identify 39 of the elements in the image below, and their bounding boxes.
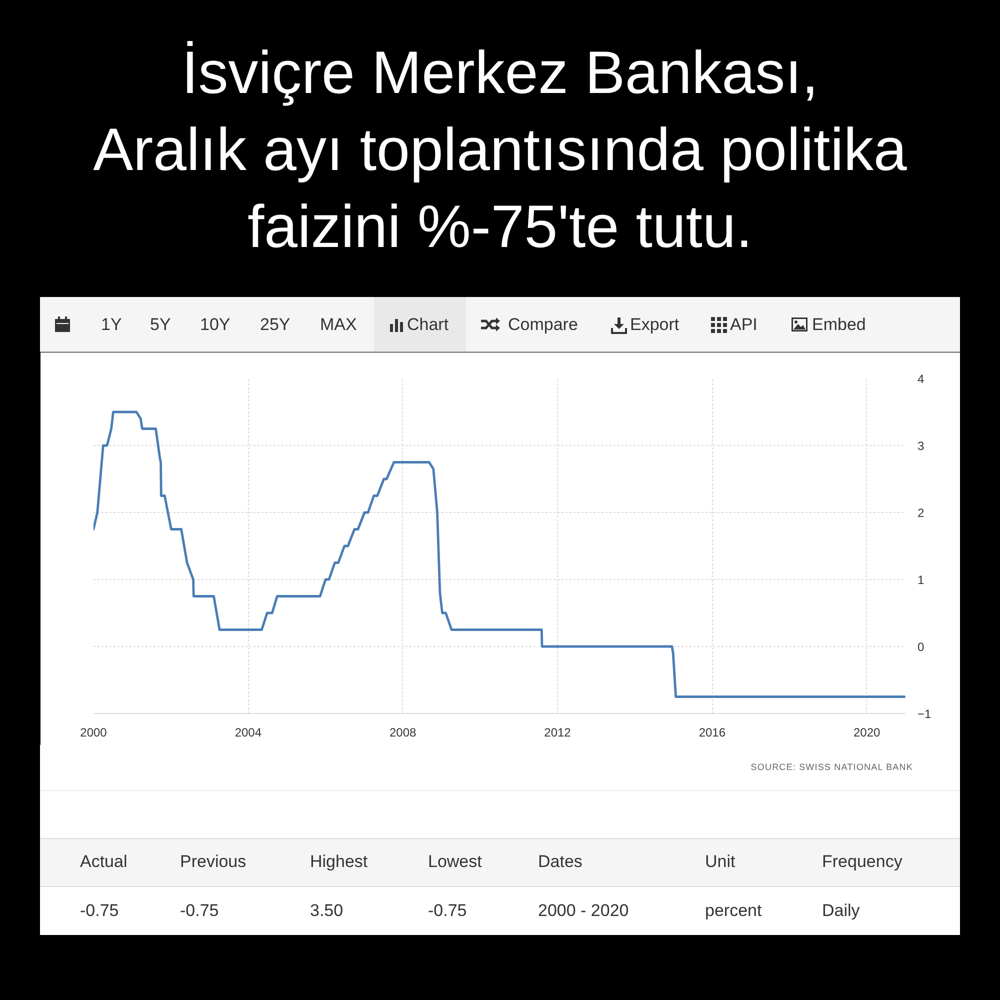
- text: Daily: [822, 900, 860, 922]
- text: -0.75: [428, 900, 467, 922]
- x-tick-label: 2008: [389, 726, 417, 740]
- text: Dates: [538, 851, 582, 873]
- text: 25Y: [260, 314, 290, 336]
- y-tick-label: −1: [918, 707, 932, 721]
- text: Chart: [407, 314, 449, 336]
- text: API: [730, 314, 758, 336]
- y-tick-label: 2: [918, 506, 924, 520]
- y-tick-label: 4: [918, 372, 924, 386]
- x-tick-label: 2000: [80, 726, 108, 740]
- x-tick-label: 2004: [234, 726, 262, 740]
- text: Highest: [310, 851, 368, 873]
- text: Compare: [508, 314, 578, 336]
- text: Previous: [180, 851, 246, 873]
- x-tick-label: 2020: [853, 726, 881, 740]
- x-tick-label: 2012: [544, 726, 572, 740]
- text: Unit: [705, 851, 736, 873]
- text: -0.75: [180, 900, 219, 922]
- text: -0.75: [80, 900, 119, 922]
- text: Frequency: [822, 851, 902, 873]
- text: Export: [630, 314, 680, 336]
- y-tick-label: 0: [918, 640, 924, 654]
- y-tick-label: 3: [918, 439, 924, 453]
- text: Actual: [80, 851, 128, 873]
- text: Embed: [812, 314, 866, 336]
- line-series: [94, 410, 906, 698]
- source-note: SOURCE: SWISS NATIONAL BANK: [40, 745, 960, 790]
- x-tick-label: 2016: [698, 726, 726, 740]
- text: 3.50: [310, 900, 344, 922]
- text: 10Y: [200, 314, 230, 336]
- chart-title: İsviçre Merkez Bankası, Aralık ayı toplantısında politika faizini %-75'te tutu.: [0, 0, 1000, 297]
- text: percent: [705, 900, 762, 922]
- text: MAX: [320, 314, 357, 336]
- text: 1Y: [101, 314, 122, 336]
- text: 5Y: [150, 314, 171, 336]
- y-tick-label: 1: [918, 573, 924, 587]
- text: 2000 - 2020: [538, 900, 629, 922]
- text: Lowest: [428, 851, 482, 873]
